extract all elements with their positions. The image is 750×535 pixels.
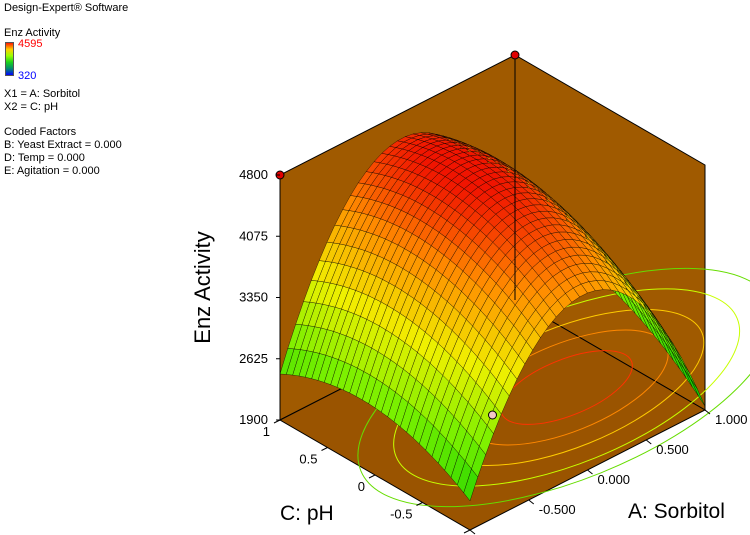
factor-x2: X2 = C: pH [4,101,59,113]
color-scale-bar [5,42,14,76]
y-tick-mark [463,529,471,534]
response-name: Enz Activity [4,27,61,39]
surface-facet [690,378,706,407]
z-tick-label: 3350 [239,290,268,305]
x-tick-label: 0.000 [598,472,631,487]
factor-x1: X1 = A: Sorbitol [4,88,81,100]
z-tick-label: 4075 [239,228,268,243]
z-tick-label: 4800 [239,167,268,182]
color-scale-max: 4595 [18,38,43,50]
floor-contour [500,350,633,425]
y-tick-mark [273,419,281,424]
z-axis-label: Enz Activity [190,231,215,343]
z-tick-label: 2625 [239,351,268,366]
legend-panel: Design-Expert® Software Enz Activity 459… [4,2,128,178]
response-surface [279,132,706,502]
x-tick-mark [704,409,711,415]
y-tick-mark [416,502,423,506]
design-point [488,410,497,420]
y-axis-label: C: pH [280,502,334,525]
x-tick-mark [645,439,652,445]
color-scale: 4595 320 [4,38,128,82]
x-tick-label: -0.500 [539,502,576,517]
x-tick-label: -1.000 [480,532,517,535]
y-tick-label: -0.5 [390,507,412,522]
x-tick-mark [469,529,476,535]
coded-factor-e: E: Agitation = 0.000 [4,165,100,177]
x-tick-mark [587,469,593,475]
y-tick-label: 0.5 [299,452,317,467]
x-tick-label: 0.500 [656,442,689,457]
coded-factor-b: B: Yeast Extract = 0.000 [4,139,122,151]
x-tick-mark [528,499,535,505]
y-tick-mark [321,447,328,451]
y-tick-label: 0 [358,479,365,494]
software-title: Design-Expert® Software [4,2,129,14]
x-axis-label: A: Sorbitol [628,500,725,523]
design-point [510,50,520,60]
x-tick-label: 1.000 [715,412,748,427]
coded-factors-title: Coded Factors [4,126,77,138]
coded-factor-d: D: Temp = 0.000 [4,152,85,164]
y-tick-mark [368,474,376,479]
y-tick-label: 1 [263,424,270,439]
color-scale-min: 320 [18,70,37,82]
z-tick-label: 1900 [239,412,268,427]
